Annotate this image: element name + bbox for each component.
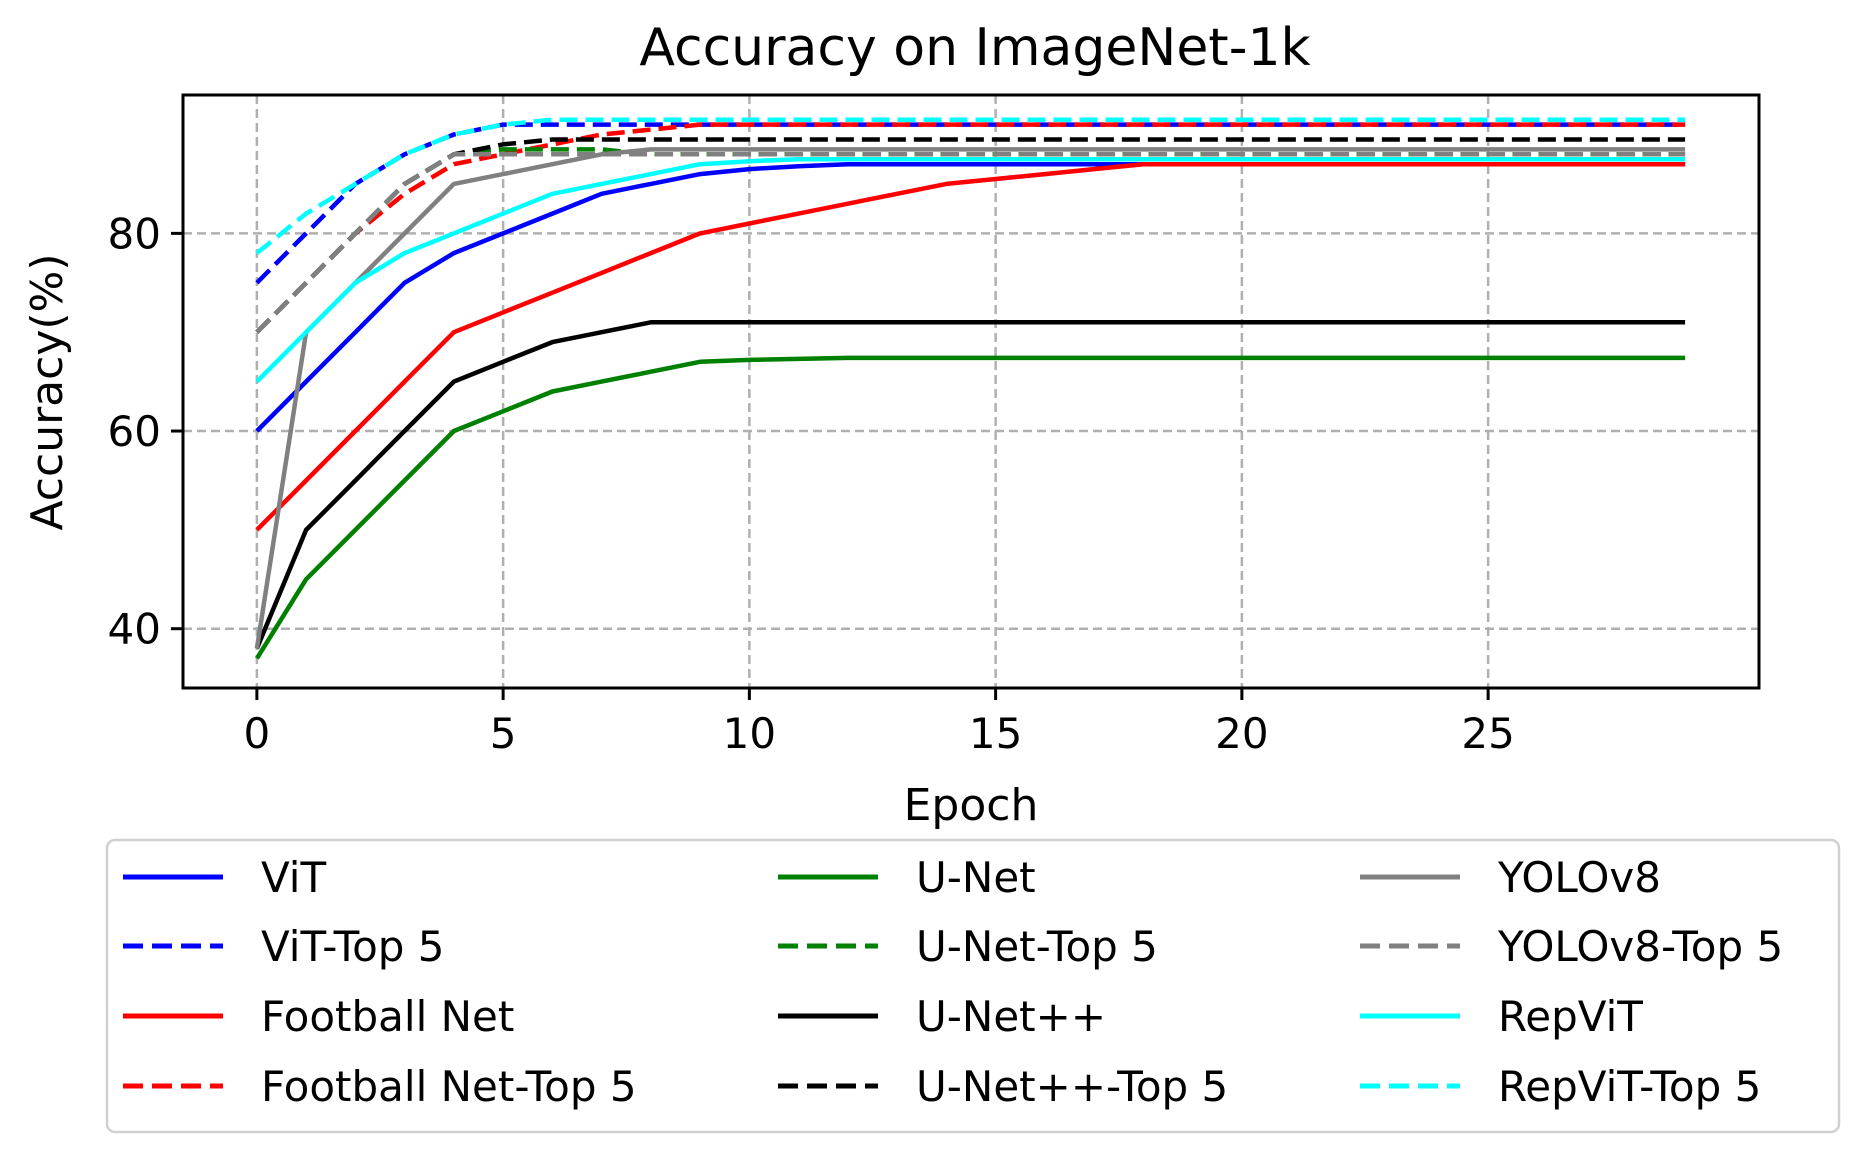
legend-label-football-net-top-5: Football Net-Top 5: [261, 1062, 637, 1111]
legend-label-vit-top-5: ViT-Top 5: [261, 922, 445, 971]
legend-label-repvit: RepViT: [1498, 992, 1643, 1041]
y-tick-label: 40: [108, 605, 161, 654]
legend-label-football-net: Football Net: [261, 992, 514, 1041]
grid-lines: [183, 95, 1759, 688]
x-tick-label: 15: [969, 709, 1022, 758]
series-line-u-net: [254, 355, 1686, 660]
legend-box: [105, 838, 1841, 1134]
series-line-yolov8: [254, 147, 1686, 649]
legend-label-vit: ViT: [261, 853, 326, 902]
series-line-yolov8-top-5: [255, 152, 1686, 334]
y-tick-label: 80: [108, 209, 161, 258]
series-line-football-net: [255, 161, 1686, 532]
series-line-u-netplusplus: [254, 320, 1686, 650]
series-line-vit: [255, 161, 1686, 433]
x-tick-label: 0: [244, 709, 271, 758]
x-axis-label: Epoch: [904, 780, 1039, 831]
y-tick-label: 60: [108, 407, 161, 456]
x-tick-label: 25: [1461, 709, 1514, 758]
series-lines: [254, 117, 1686, 660]
legend: ViT ViT-Top 5 Football Net Football Net-Top…: [105, 838, 1841, 1134]
series-line-repvit-top-5: [255, 117, 1686, 255]
chart-title: Accuracy on ImageNet-1k: [639, 18, 1310, 78]
axis-ticks: 0 5 10 15 20 25 40 60 80: [108, 209, 1515, 758]
legend-label-yolov8-top-5: YOLOv8-Top 5: [1497, 922, 1783, 971]
series-line-u-net-top-5: [255, 147, 1686, 334]
series-line-repvit: [255, 156, 1686, 384]
x-tick-label: 5: [490, 709, 517, 758]
legend-label-u-net-top-5: U-Net-Top 5: [916, 922, 1158, 971]
legend-label-repvit-top-5: RepViT-Top 5: [1498, 1062, 1761, 1111]
legend-label-u-netplusplus: U-Net++: [916, 992, 1106, 1041]
series-line-football-net-top-5: [255, 122, 1686, 334]
series-line-u-netplusplus-top-5: [255, 137, 1686, 334]
legend-label-yolov8: YOLOv8: [1497, 853, 1661, 902]
y-axis-label: Accuracy(%): [22, 253, 73, 530]
x-tick-label: 20: [1215, 709, 1268, 758]
legend-entries: ViT ViT-Top 5 Football Net Football Net-Top…: [123, 853, 1783, 1111]
legend-label-u-netplusplus-top-5: U-Net++-Top 5: [916, 1062, 1228, 1111]
plot-frame: [181, 93, 1761, 690]
x-tick-label: 10: [723, 709, 776, 758]
legend-label-u-net: U-Net: [916, 853, 1036, 902]
